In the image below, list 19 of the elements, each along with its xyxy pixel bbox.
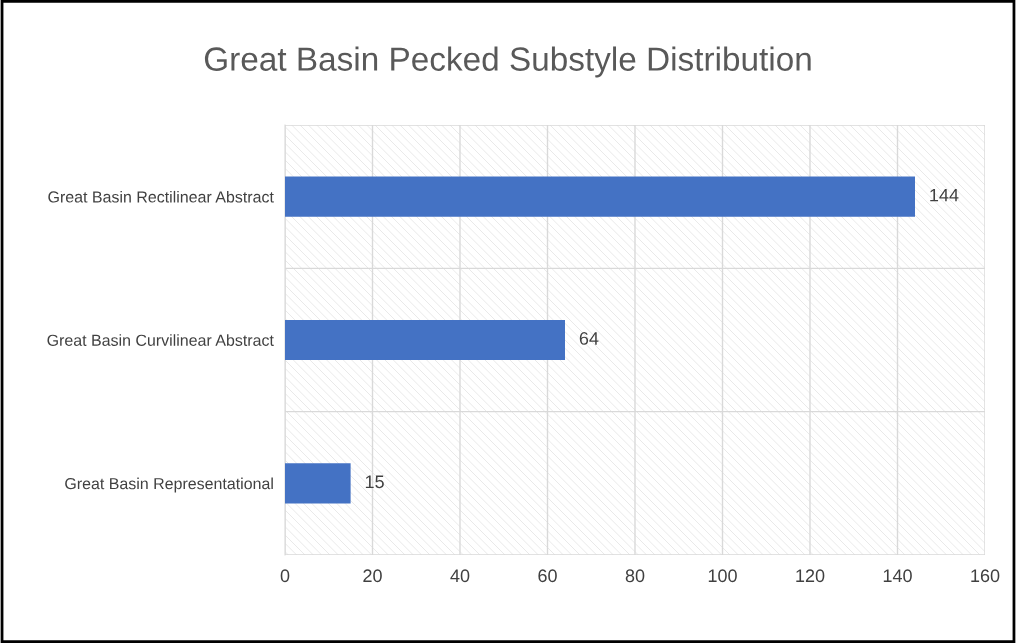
- bar: [285, 176, 915, 217]
- x-tick-label: 120: [796, 569, 825, 583]
- x-tick-label: 80: [625, 569, 645, 583]
- x-tick-label: 160: [971, 569, 1000, 583]
- y-tick-label: Great Basin Representational: [65, 477, 273, 493]
- x-tick-label: 0: [280, 569, 290, 583]
- x-tick-label: 140: [883, 569, 912, 583]
- chart-title: Great Basin Pecked Substyle Distribution: [204, 46, 811, 78]
- bar: [285, 319, 565, 361]
- x-tick-label: 20: [363, 569, 382, 583]
- x-tick-label: 100: [708, 569, 737, 583]
- bar: [285, 463, 351, 504]
- x-tick-label: 40: [450, 569, 470, 583]
- data-label: 64: [579, 332, 599, 345]
- data-label: 144: [930, 188, 959, 202]
- data-label: 15: [365, 475, 384, 489]
- x-tick-label: 60: [538, 569, 557, 583]
- y-tick-label: Great Basin Rectilinear Abstract: [48, 190, 274, 203]
- y-tick-label: Great Basin Curvilinear Abstract: [47, 334, 274, 346]
